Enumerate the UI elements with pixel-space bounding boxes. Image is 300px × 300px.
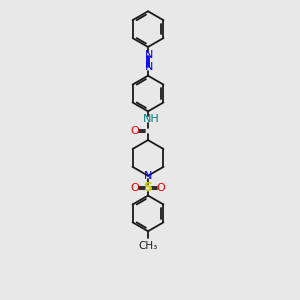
Text: O: O <box>157 183 165 193</box>
Text: NH: NH <box>142 114 159 124</box>
Text: N: N <box>144 171 152 181</box>
Text: N: N <box>145 62 153 72</box>
Text: CH₃: CH₃ <box>138 241 158 251</box>
Text: O: O <box>131 183 140 193</box>
Text: S: S <box>143 181 152 194</box>
Text: O: O <box>130 126 139 136</box>
Text: N: N <box>145 50 153 60</box>
